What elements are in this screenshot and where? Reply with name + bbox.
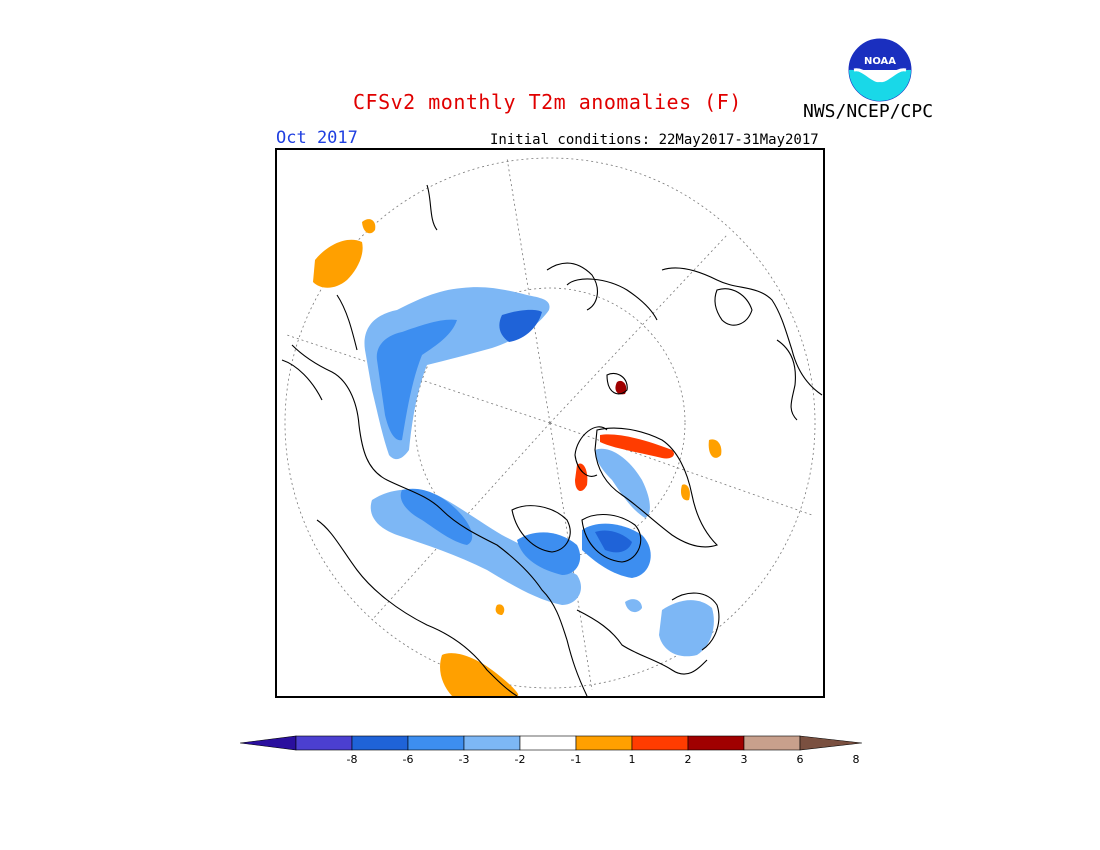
colorbar-label: -2 — [515, 753, 526, 766]
colorbar-label: -1 — [571, 753, 582, 766]
map-title: CFSv2 monthly T2m anomalies (F) — [353, 90, 742, 114]
cool-anomaly-area — [625, 599, 642, 613]
colorbar-label: 2 — [685, 753, 692, 766]
colorbar-segment — [407, 735, 465, 751]
colorbar-segment — [687, 735, 745, 751]
warm-anomaly-area — [495, 604, 505, 615]
polar-stereographic-map — [281, 157, 823, 696]
meridian-line — [549, 234, 728, 424]
colorbar-label: -3 — [459, 753, 470, 766]
cold-anomaly-area — [499, 309, 542, 342]
hot-anomaly-area — [575, 463, 588, 492]
colorbar: -8 -6 -3 -2 -1 1 2 3 6 8 — [240, 735, 862, 766]
colorbar-label: -6 — [403, 753, 414, 766]
warm-anomaly-area — [362, 219, 376, 234]
meridian-line — [286, 334, 551, 424]
colorbar-arrow-high — [799, 735, 862, 751]
latitude-circle-20 — [284, 157, 816, 689]
colorbar-label: 8 — [853, 753, 860, 766]
colorbar-label: 3 — [741, 753, 748, 766]
cool-anomaly-area — [659, 600, 714, 657]
meridian-line — [506, 157, 551, 424]
colorbar-segment — [743, 735, 801, 751]
hot-anomaly-area — [600, 434, 674, 459]
colorbar-label: 6 — [797, 753, 804, 766]
forecast-month: Oct 2017 — [276, 128, 358, 148]
colorbar-label: 1 — [629, 753, 636, 766]
colorbar-segment — [295, 735, 353, 751]
meridian-line — [549, 422, 813, 516]
warm-anomaly-area — [313, 239, 363, 288]
graticule — [284, 157, 816, 691]
very-hot-anomaly-area — [615, 380, 627, 395]
noaa-logo-text: NOAA — [864, 56, 896, 67]
initial-conditions: Initial conditions: 22May2017-31May2017 — [490, 132, 819, 148]
cool-anomaly-area — [517, 532, 581, 575]
colorbar-segment — [463, 735, 521, 751]
warm-anomaly-area — [680, 484, 690, 501]
organization-label: NWS/NCEP/CPC — [803, 101, 934, 122]
polar-map-panel — [275, 148, 825, 698]
colorbar-segment — [631, 735, 689, 751]
meridian-line — [371, 422, 551, 621]
anomaly-fills — [313, 219, 722, 696]
colorbar-arrow-low — [240, 735, 297, 751]
colorbar-segment — [351, 735, 409, 751]
colorbar-label: -8 — [347, 753, 358, 766]
colorbar-segment — [519, 735, 577, 751]
cool-anomaly-area — [400, 488, 473, 545]
coastlines — [281, 184, 823, 696]
warm-anomaly-area — [708, 439, 722, 458]
colorbar-segment — [575, 735, 633, 751]
cool-anomaly-area — [376, 319, 457, 441]
warm-anomaly-area — [440, 653, 519, 696]
cool-anomaly-area — [595, 448, 650, 518]
cold-anomaly-area — [595, 530, 632, 553]
noaa-logo: NOAA — [848, 38, 912, 102]
